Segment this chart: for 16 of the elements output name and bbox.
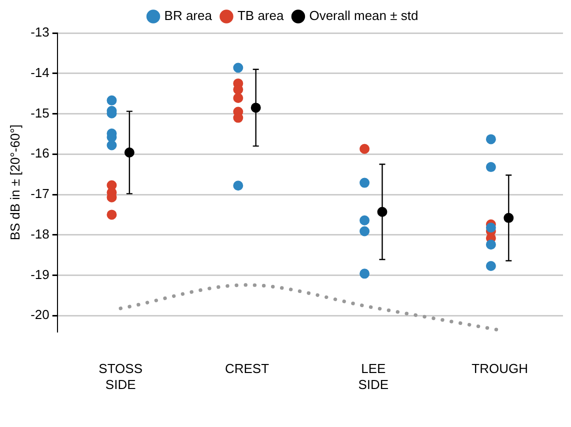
y-tick-label: -20 bbox=[30, 307, 50, 322]
y-tick-label: -18 bbox=[30, 226, 50, 242]
legend-label: TB area bbox=[237, 8, 284, 24]
x-tick-label: CREST bbox=[224, 361, 270, 376]
y-tick-label: -19 bbox=[30, 266, 50, 282]
legend-label: BR area bbox=[164, 8, 213, 24]
x-tick-label: STOSS SIDE bbox=[98, 361, 143, 392]
y-tick-label: -16 bbox=[30, 146, 50, 161]
y-tick-label: -13 bbox=[30, 24, 50, 40]
y-tick-label: -15 bbox=[30, 105, 50, 120]
y-tick-label: -17 bbox=[30, 186, 50, 202]
x-tick-label: TROUGH bbox=[472, 361, 528, 376]
x-tick-label: LEE SIDE bbox=[358, 361, 389, 392]
y-axis-title: BS dB in ± [20°-60°] bbox=[7, 124, 22, 240]
legend-label: Overall mean ± std bbox=[309, 8, 418, 24]
y-tick-label: -14 bbox=[30, 64, 50, 80]
